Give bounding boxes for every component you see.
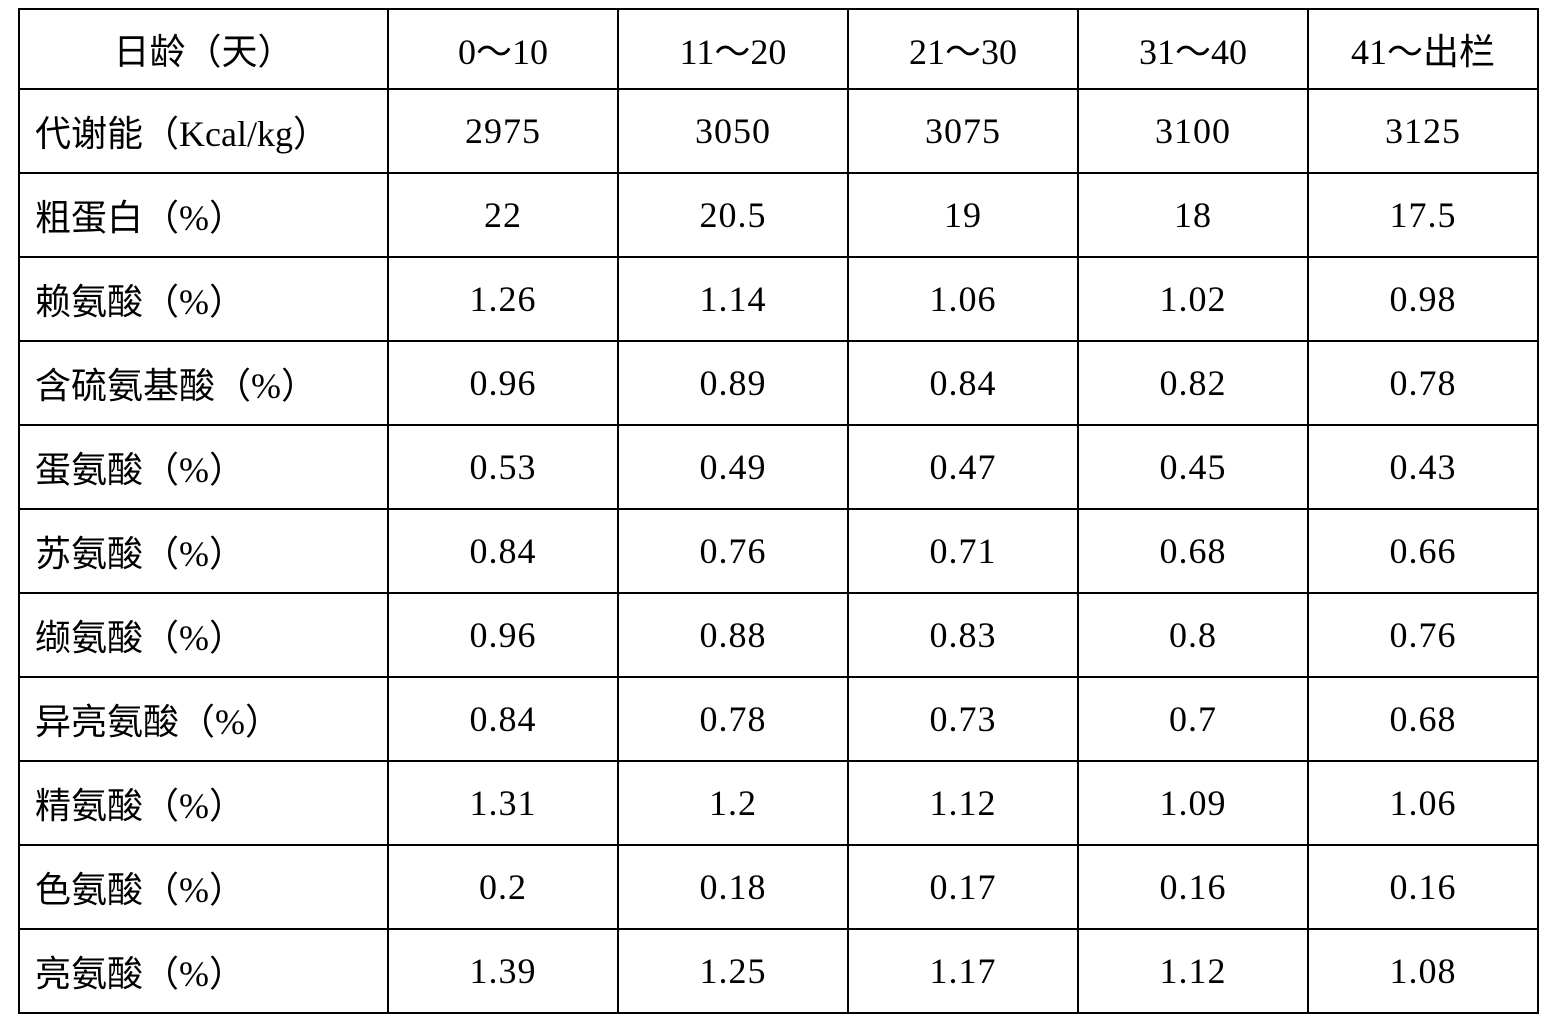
value-cell: 3075 [847,88,1079,174]
table-row: 异亮氨酸（%） 0.84 0.78 0.73 0.7 0.68 [18,676,1539,762]
value-cell: 1.17 [847,928,1079,1014]
value-cell: 0.45 [1077,424,1309,510]
value-cell: 0.43 [1307,424,1539,510]
value-cell: 1.06 [1307,760,1539,846]
row-label: 缬氨酸（%） [18,592,389,678]
value-cell: 0.78 [617,676,849,762]
value-cell: 3125 [1307,88,1539,174]
value-cell: 0.82 [1077,340,1309,426]
value-cell: 2975 [387,88,619,174]
value-cell: 0.84 [387,508,619,594]
header-row: 日龄（天） 0～10 11～20 21～30 31～40 41～出栏 [18,8,1539,90]
row-label: 亮氨酸（%） [18,928,389,1014]
age-range-header-cell: 11～20 [617,8,849,90]
value-cell: 0.68 [1077,508,1309,594]
value-cell: 0.71 [847,508,1079,594]
value-cell: 17.5 [1307,172,1539,258]
table-row: 苏氨酸（%） 0.84 0.76 0.71 0.68 0.66 [18,508,1539,594]
value-cell: 1.14 [617,256,849,342]
table-row: 粗蛋白（%） 22 20.5 19 18 17.5 [18,172,1539,258]
row-label: 异亮氨酸（%） [18,676,389,762]
table-row: 精氨酸（%） 1.31 1.2 1.12 1.09 1.06 [18,760,1539,846]
row-label: 色氨酸（%） [18,844,389,930]
row-label: 赖氨酸（%） [18,256,389,342]
table-row: 色氨酸（%） 0.2 0.18 0.17 0.16 0.16 [18,844,1539,930]
value-cell: 1.26 [387,256,619,342]
value-cell: 1.25 [617,928,849,1014]
value-cell: 20.5 [617,172,849,258]
value-cell: 0.98 [1307,256,1539,342]
age-range-header-cell: 41～出栏 [1307,8,1539,90]
table-row: 赖氨酸（%） 1.26 1.14 1.06 1.02 0.98 [18,256,1539,342]
value-cell: 0.96 [387,592,619,678]
value-cell: 0.2 [387,844,619,930]
age-range-header-cell: 31～40 [1077,8,1309,90]
value-cell: 0.89 [617,340,849,426]
age-range-header-cell: 21～30 [847,8,1079,90]
row-label: 精氨酸（%） [18,760,389,846]
value-cell: 18 [1077,172,1309,258]
value-cell: 0.96 [387,340,619,426]
nutrition-table: 日龄（天） 0～10 11～20 21～30 31～40 41～出栏 代谢能（Kcal/k… [18,8,1539,1014]
value-cell: 0.76 [1307,592,1539,678]
table-row: 缬氨酸（%） 0.96 0.88 0.83 0.8 0.76 [18,592,1539,678]
value-cell: 1.39 [387,928,619,1014]
value-cell: 1.09 [1077,760,1309,846]
age-days-header-cell: 日龄（天） [18,8,389,90]
value-cell: 1.06 [847,256,1079,342]
value-cell: 0.66 [1307,508,1539,594]
value-cell: 3050 [617,88,849,174]
value-cell: 3100 [1077,88,1309,174]
value-cell: 1.2 [617,760,849,846]
value-cell: 0.47 [847,424,1079,510]
value-cell: 0.84 [387,676,619,762]
value-cell: 0.76 [617,508,849,594]
value-cell: 1.12 [1077,928,1309,1014]
table-row: 亮氨酸（%） 1.39 1.25 1.17 1.12 1.08 [18,928,1539,1014]
value-cell: 0.53 [387,424,619,510]
age-range-header-cell: 0～10 [387,8,619,90]
value-cell: 0.17 [847,844,1079,930]
value-cell: 1.31 [387,760,619,846]
table-row: 代谢能（Kcal/kg） 2975 3050 3075 3100 3125 [18,88,1539,174]
value-cell: 0.78 [1307,340,1539,426]
value-cell: 0.88 [617,592,849,678]
row-label: 苏氨酸（%） [18,508,389,594]
value-cell: 0.49 [617,424,849,510]
row-label: 含硫氨基酸（%） [18,340,389,426]
value-cell: 0.7 [1077,676,1309,762]
value-cell: 0.73 [847,676,1079,762]
value-cell: 0.68 [1307,676,1539,762]
value-cell: 1.08 [1307,928,1539,1014]
value-cell: 0.83 [847,592,1079,678]
value-cell: 0.16 [1307,844,1539,930]
row-label: 蛋氨酸（%） [18,424,389,510]
value-cell: 22 [387,172,619,258]
value-cell: 0.16 [1077,844,1309,930]
value-cell: 0.84 [847,340,1079,426]
row-label: 代谢能（Kcal/kg） [18,88,389,174]
table-row: 蛋氨酸（%） 0.53 0.49 0.47 0.45 0.43 [18,424,1539,510]
value-cell: 1.02 [1077,256,1309,342]
value-cell: 0.18 [617,844,849,930]
table-row: 含硫氨基酸（%） 0.96 0.89 0.84 0.82 0.78 [18,340,1539,426]
value-cell: 0.8 [1077,592,1309,678]
value-cell: 1.12 [847,760,1079,846]
value-cell: 19 [847,172,1079,258]
row-label: 粗蛋白（%） [18,172,389,258]
